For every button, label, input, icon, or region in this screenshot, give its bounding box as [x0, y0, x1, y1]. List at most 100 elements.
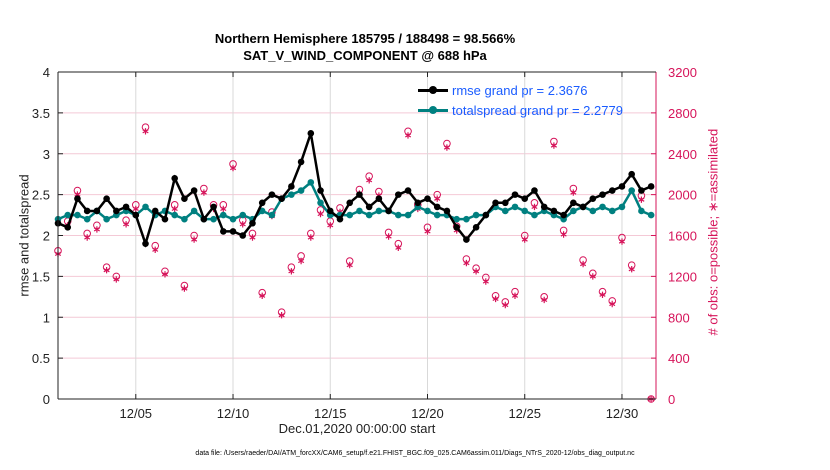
rmse-point — [492, 199, 499, 207]
rmse-point — [375, 195, 383, 203]
rmse-point — [472, 224, 480, 231]
spread-point — [181, 215, 188, 223]
rmse-point — [161, 215, 169, 223]
obs-assimilated-marker — [298, 257, 305, 265]
obs-assimilated-marker — [404, 132, 412, 139]
rmse-point — [463, 236, 470, 243]
y-right-tick-label: 400 — [668, 351, 690, 366]
obs-assimilated-marker — [492, 295, 499, 303]
y-tick-label: 3 — [43, 147, 50, 162]
spread-point — [356, 207, 363, 215]
legend-label-rmse: rmse grand pr = 2.3676 — [452, 82, 588, 98]
legend-item-rmse: rmse grand pr = 2.3676 — [418, 80, 623, 100]
rmse-point — [93, 207, 101, 215]
rmse-point — [278, 195, 285, 203]
rmse-point — [190, 187, 198, 194]
obs-assimilated-marker — [152, 246, 159, 253]
spread-point — [395, 211, 402, 219]
spread-point — [239, 211, 247, 219]
rmse-point — [142, 240, 149, 247]
rmse-point — [297, 158, 305, 166]
y-axis-label: rmse and totalspread — [16, 174, 32, 297]
y-tick-label: 2 — [43, 229, 50, 244]
rmse-point — [258, 199, 266, 207]
rmse-point — [618, 183, 626, 190]
spread-point — [375, 207, 383, 215]
y-right-tick-label: 3200 — [668, 65, 697, 80]
footer-data-file: data file: /Users/raeder/DAI/ATM_forcXX/… — [195, 450, 635, 457]
legend-line-rmse — [418, 85, 448, 94]
rmse-point — [151, 207, 159, 215]
rmse-point — [239, 232, 247, 239]
rmse-point — [482, 211, 490, 219]
x-tick-label: 12/30 — [606, 406, 639, 421]
obs-assimilated-marker — [511, 292, 519, 299]
obs-assimilated-marker — [113, 276, 120, 283]
obs-assimilated-marker — [171, 205, 178, 213]
obs-assimilated-marker — [599, 291, 606, 298]
rmse-point — [326, 207, 334, 215]
rmse-point — [122, 203, 130, 211]
rmse-point — [210, 203, 217, 211]
spread-point — [190, 207, 198, 215]
rmse-point — [181, 195, 188, 203]
obs-assimilated-marker — [628, 266, 635, 273]
obs-assimilated-marker — [609, 300, 616, 308]
rmse-point — [501, 199, 509, 207]
obs-assimilated-marker — [103, 267, 110, 274]
rmse-point — [540, 203, 548, 211]
obs-assimilated-marker — [191, 236, 198, 243]
rmse-point — [453, 224, 460, 231]
y-right-tick-label: 1200 — [668, 269, 697, 284]
rmse-point — [307, 130, 315, 137]
obs-assimilated-marker — [366, 177, 373, 184]
spread-point — [346, 211, 354, 219]
rmse-point — [443, 207, 451, 215]
rmse-point — [346, 199, 354, 207]
rmse-point — [365, 203, 373, 211]
rmse-point — [589, 195, 597, 203]
y-tick-label: 1.5 — [32, 269, 50, 284]
spread-point — [74, 211, 81, 219]
spread-point — [229, 215, 237, 223]
spread-point — [258, 207, 266, 215]
obs-assimilated-marker — [229, 164, 237, 172]
y-tick-label: 3.5 — [32, 106, 50, 121]
spread-point — [404, 211, 412, 219]
y-right-tick-label: 2400 — [668, 147, 697, 162]
obs-assimilated-marker — [395, 244, 402, 251]
legend-item-spread: totalspread grand pr = 2.2779 — [418, 100, 623, 120]
spread-point — [64, 211, 72, 219]
spread-point — [570, 207, 577, 215]
rmse-point — [385, 207, 392, 215]
spread-point — [463, 215, 470, 223]
chart-title: Northern Hemisphere 185795 / 188498 = 98… — [214, 31, 516, 46]
rmse-point — [647, 183, 655, 190]
x-tick-label: 12/10 — [217, 406, 250, 421]
rmse-point — [132, 211, 140, 219]
x-tick-label: 12/05 — [120, 406, 153, 421]
spread-point — [511, 203, 519, 211]
rmse-point — [249, 219, 256, 227]
spread-point — [268, 211, 276, 219]
spread-point — [628, 187, 635, 194]
obs-assimilated-marker — [638, 196, 645, 203]
x-tick-label: 12/20 — [411, 406, 444, 421]
spread-point — [638, 207, 645, 215]
obs-assimilated-marker — [560, 231, 567, 238]
rmse-point — [288, 183, 295, 190]
obs-assimilated-marker — [327, 222, 334, 229]
obs-assimilated-marker — [443, 144, 451, 151]
obs-assimilated-marker — [181, 285, 188, 292]
y-tick-label: 0 — [43, 392, 50, 407]
rmse-point — [317, 187, 324, 194]
rmse-point — [570, 199, 577, 207]
obs-assimilated-marker — [259, 292, 266, 299]
obs-assimilated-marker — [541, 296, 548, 304]
y-right-tick-label: 800 — [668, 310, 690, 325]
obs-assimilated-marker — [482, 278, 489, 285]
spread-point — [307, 179, 315, 186]
spread-point — [433, 211, 441, 219]
obs-assimilated-marker — [132, 205, 139, 213]
